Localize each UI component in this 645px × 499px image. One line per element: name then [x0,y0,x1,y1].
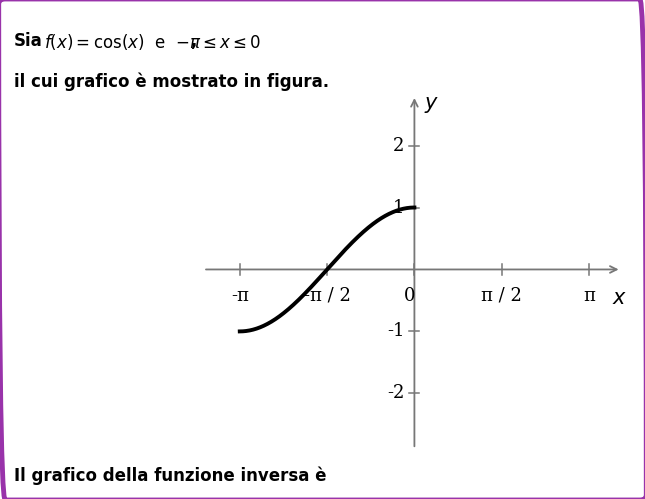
Text: il cui grafico è mostrato in figura.: il cui grafico è mostrato in figura. [14,72,330,91]
Text: 0: 0 [404,287,416,305]
Text: $x$: $x$ [611,288,627,308]
Text: 2: 2 [393,137,404,155]
Text: $y$: $y$ [424,95,439,115]
Text: π: π [583,287,595,305]
Text: -2: -2 [387,384,404,402]
Text: -1: -1 [387,322,404,340]
Text: -π: -π [231,287,249,305]
Text: 1: 1 [393,199,404,217]
Text: Sia: Sia [14,32,43,50]
Text: Il grafico della funzione inversa è: Il grafico della funzione inversa è [14,467,326,485]
Text: π / 2: π / 2 [481,287,522,305]
Text: $f(x)=\cos(x)$  e  $-\pi\leq x\leq0$: $f(x)=\cos(x)$ e $-\pi\leq x\leq0$ [44,32,261,52]
Text: -π / 2: -π / 2 [304,287,350,305]
Text: ,: , [190,32,197,50]
